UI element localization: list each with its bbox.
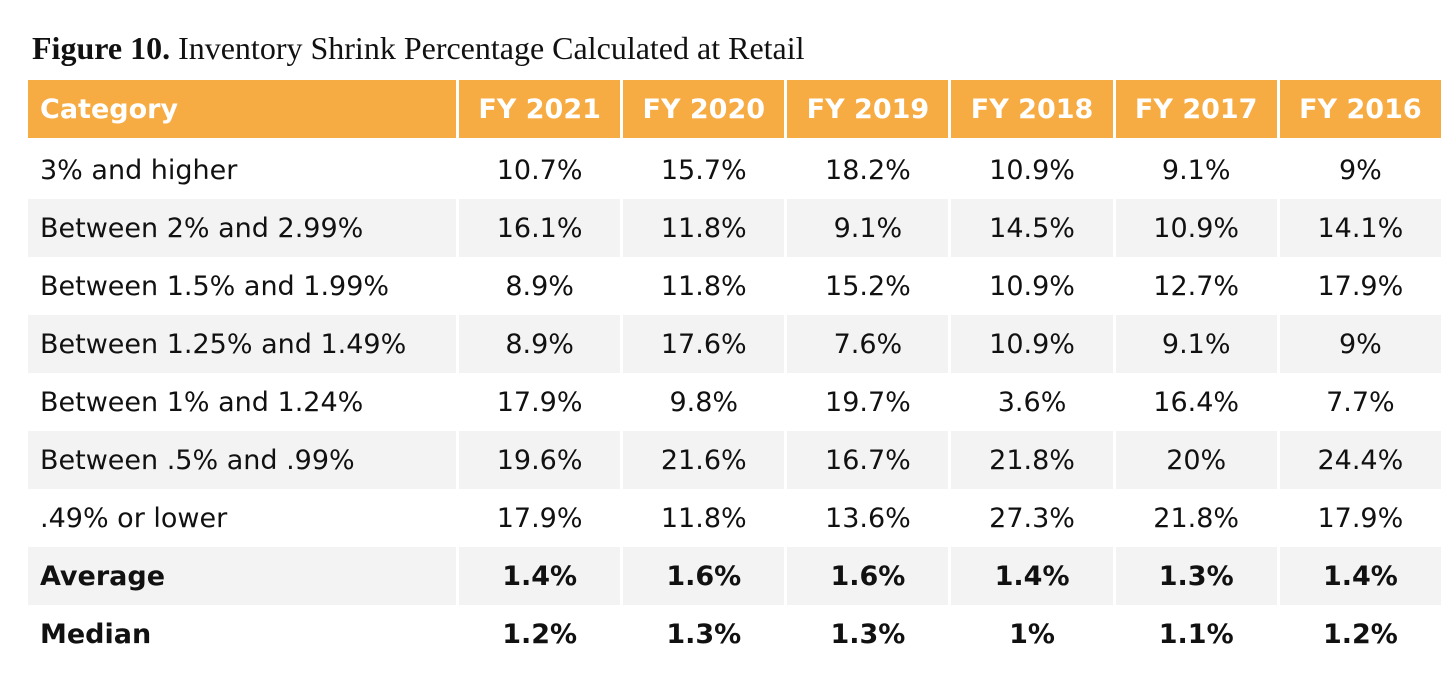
row-category: Between 1.25% and 1.49% <box>28 315 457 373</box>
table-row: Between 1.25% and 1.49% 8.9% 17.6% 7.6% … <box>28 315 1441 373</box>
table-cell: 9.1% <box>1115 315 1277 373</box>
row-category: 3% and higher <box>40 154 238 186</box>
table-row: 3% and higher 10.7% 15.7% 18.2% 10.9% 9.… <box>28 141 1441 199</box>
table-cell: 1.2% <box>1322 618 1398 650</box>
table-cell: 7.6% <box>787 315 949 373</box>
table-cell: 14.1% <box>1279 199 1441 257</box>
table-cell: 11.8% <box>623 199 785 257</box>
table-row: Between .5% and .99% 19.6% 21.6% 16.7% 2… <box>28 431 1441 489</box>
table-cell: 17.9% <box>496 502 583 534</box>
table-cell: 19.6% <box>459 431 621 489</box>
table-cell: 10.9% <box>951 315 1113 373</box>
table-cell: 11.8% <box>660 270 747 302</box>
table-cell: 17.9% <box>1317 270 1404 302</box>
table-cell: 8.9% <box>505 270 574 302</box>
column-header-fy2018: FY 2018 <box>951 80 1113 141</box>
table-cell: 17.6% <box>623 315 785 373</box>
row-category: Between .5% and .99% <box>28 431 457 489</box>
column-header-fy2021: FY 2021 <box>459 80 621 141</box>
row-category: Between 2% and 2.99% <box>28 199 457 257</box>
row-category: Median <box>40 618 152 650</box>
table-cell: 1.6% <box>787 547 949 605</box>
table-cell: 10.9% <box>1115 199 1277 257</box>
table-cell: 1.1% <box>1158 618 1234 650</box>
table-cell: 24.4% <box>1279 431 1441 489</box>
table-cell: 13.6% <box>825 502 911 534</box>
table-cell: 9.8% <box>669 386 739 418</box>
table-cell: 16.1% <box>459 199 621 257</box>
shrink-table: Category FY 2021 FY 2020 FY 2019 FY 2018… <box>25 80 1444 663</box>
row-category: Between 1% and 1.24% <box>40 386 364 418</box>
table-cell: 21.6% <box>623 431 785 489</box>
table-cell: 10.9% <box>989 270 1075 302</box>
table-cell: 1% <box>1009 618 1055 650</box>
column-header-category: Category <box>28 80 457 141</box>
table-cell: 1.4% <box>951 547 1113 605</box>
table-cell: 1.4% <box>459 547 621 605</box>
table-cell: 15.7% <box>660 154 747 186</box>
table-cell: 14.5% <box>951 199 1113 257</box>
table-cell: 3.6% <box>997 386 1067 418</box>
table-cell: 27.3% <box>989 502 1075 534</box>
row-category: Between 1.5% and 1.99% <box>40 270 390 302</box>
column-header-fy2020: FY 2020 <box>623 80 785 141</box>
table-row: .49% or lower 17.9% 11.8% 13.6% 27.3% 21… <box>28 489 1441 547</box>
column-header-fy2016: FY 2016 <box>1279 80 1441 141</box>
table-cell: 21.8% <box>1153 502 1240 534</box>
table-cell: 21.8% <box>951 431 1113 489</box>
table-cell: 1.3% <box>666 618 742 650</box>
table-header-row: Category FY 2021 FY 2020 FY 2019 FY 2018… <box>28 80 1441 141</box>
table-row-average: Average 1.4% 1.6% 1.6% 1.4% 1.3% 1.4% <box>28 547 1441 605</box>
table-cell: 1.3% <box>830 618 906 650</box>
table-cell: 1.3% <box>1115 547 1277 605</box>
figure-title: Figure 10. Inventory Shrink Percentage C… <box>32 26 805 70</box>
table-cell: 1.6% <box>623 547 785 605</box>
table-cell: 9% <box>1279 315 1441 373</box>
table-cell: 20% <box>1115 431 1277 489</box>
table-cell: 9.1% <box>787 199 949 257</box>
table-row: Between 1.5% and 1.99% 8.9% 11.8% 15.2% … <box>28 257 1441 315</box>
table-cell: 10.7% <box>496 154 583 186</box>
row-category: Average <box>28 547 457 605</box>
table-cell: 7.7% <box>1326 386 1395 418</box>
column-header-fy2017: FY 2017 <box>1115 80 1277 141</box>
table-cell: 1.2% <box>502 618 578 650</box>
table-cell: 10.9% <box>989 154 1075 186</box>
table-cell: 16.7% <box>787 431 949 489</box>
table-cell: 17.9% <box>1317 502 1404 534</box>
table-row: Between 1% and 1.24% 17.9% 9.8% 19.7% 3.… <box>28 373 1441 431</box>
table-cell: 17.9% <box>496 386 583 418</box>
table-cell: 8.9% <box>459 315 621 373</box>
table-cell: 11.8% <box>660 502 747 534</box>
row-category: .49% or lower <box>40 502 228 534</box>
table-row: Between 2% and 2.99% 16.1% 11.8% 9.1% 14… <box>28 199 1441 257</box>
table-row-median: Median 1.2% 1.3% 1.3% 1% 1.1% 1.2% <box>28 605 1441 663</box>
column-header-fy2019: FY 2019 <box>787 80 949 141</box>
table-cell: 12.7% <box>1153 270 1240 302</box>
table-cell: 9% <box>1338 154 1382 186</box>
table-cell: 9.1% <box>1161 154 1231 186</box>
table-cell: 16.4% <box>1153 386 1240 418</box>
table-cell: 19.7% <box>825 386 911 418</box>
figure-title-text: Inventory Shrink Percentage Calculated a… <box>178 30 805 66</box>
table-cell: 1.4% <box>1279 547 1441 605</box>
table-cell: 18.2% <box>825 154 911 186</box>
table-cell: 15.2% <box>825 270 911 302</box>
figure-label: Figure 10. <box>32 30 171 66</box>
